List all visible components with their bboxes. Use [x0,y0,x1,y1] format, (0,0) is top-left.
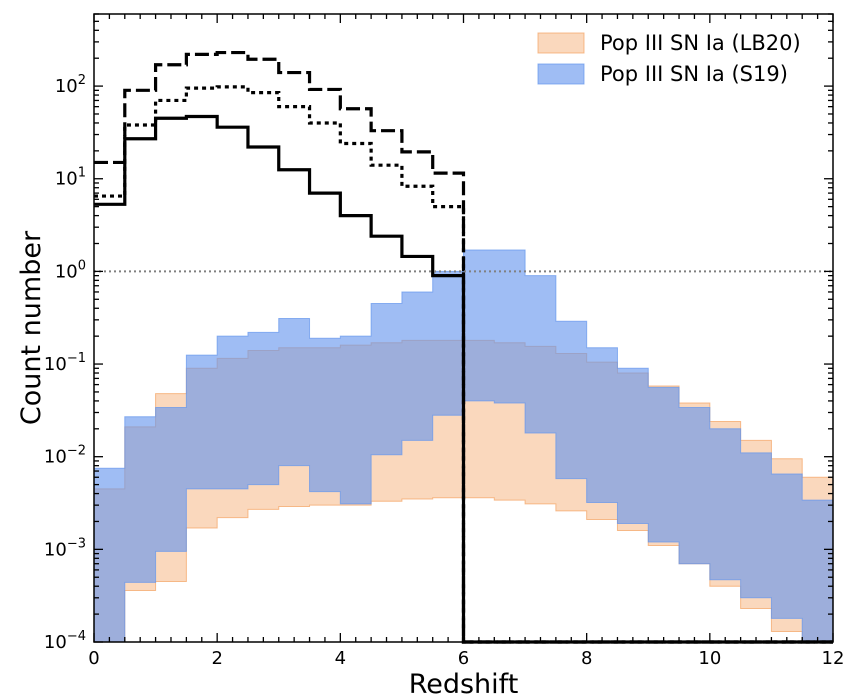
y-tick-label: 101 [55,166,86,190]
y-tick-label: 100 [55,258,86,282]
y-tick-label-exponent: −4 [67,629,86,644]
y-tick-label-exponent: −3 [67,536,86,551]
y-tick-label-base: 10 [55,169,78,190]
y-tick-label-base: 10 [44,354,67,375]
y-tick-label: 10−1 [44,351,86,375]
x-tick-labels: 0 2 4 6 8 10 12 [88,648,844,669]
y-axis-label: Count number [16,230,47,425]
x-tick-label: 12 [822,648,845,669]
y-tick-label: 10−3 [44,536,86,560]
legend-label: Pop III SN Ia (LB20) [600,31,801,55]
y-tick-label: 102 [55,73,86,97]
legend-label: Pop III SN Ia (S19) [600,62,788,86]
x-tick-label: 0 [88,648,99,669]
x-tick-label: 4 [335,648,346,669]
legend-swatch [537,63,585,85]
y-tick-label-exponent: −1 [67,351,86,366]
legend-swatch [537,32,585,54]
y-tick-label-base: 10 [55,76,78,97]
line-dashed [94,50,833,644]
y-tick-label-exponent: 2 [78,73,86,88]
x-tick-label: 8 [581,648,592,669]
y-tick-label-base: 10 [44,539,67,560]
y-tick-label: 10−4 [44,629,86,653]
y-tick-label-base: 10 [44,447,67,468]
x-tick-label: 2 [211,648,222,669]
y-tick-label-exponent: 0 [78,258,86,273]
x-tick-label: 6 [458,648,469,669]
legend: Pop III SN Ia (LB20) Pop III SN Ia (S19) [537,31,801,86]
y-tick-label: 10−2 [44,444,86,468]
y-tick-label-exponent: −2 [67,444,86,459]
y-tick-label-base: 10 [44,632,67,653]
x-tick-label: 10 [698,648,721,669]
y-tick-label-exponent: 1 [78,166,86,181]
x-axis-label: Redshift [409,669,519,700]
ticks-layer [93,13,834,643]
y-tick-label-base: 10 [55,261,78,282]
